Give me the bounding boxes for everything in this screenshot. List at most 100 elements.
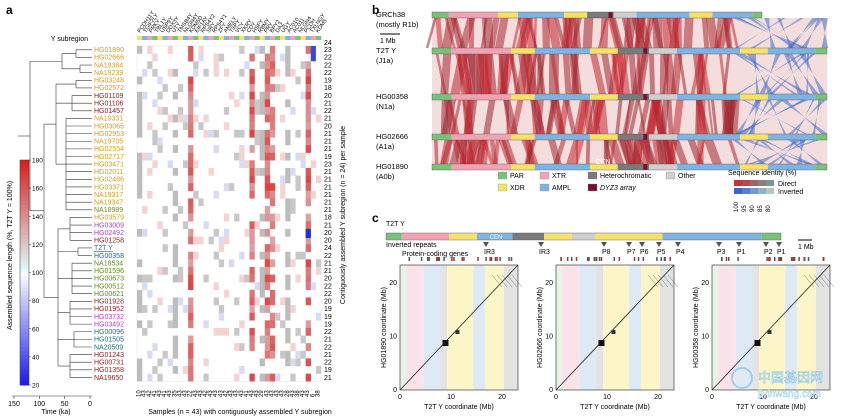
heatmap-cell <box>254 167 260 176</box>
inverted-band <box>746 140 810 164</box>
heatmap-cell-low <box>310 46 316 62</box>
track-segment <box>676 48 741 54</box>
track-segment <box>451 134 511 140</box>
dotplot-block <box>767 330 772 334</box>
colorbar-step <box>20 295 29 300</box>
heatmap-cell <box>305 61 311 70</box>
heatmap-cell <box>264 206 271 214</box>
colorbar-step <box>20 340 29 345</box>
direct-band <box>440 140 453 164</box>
identity-direct-swatch <box>742 180 750 186</box>
colorbar-step <box>20 208 29 213</box>
heatmap-cell <box>280 350 286 359</box>
identity-inverted-swatch <box>766 188 774 194</box>
gene-tick <box>485 257 487 261</box>
dotplot-stripe <box>484 265 504 390</box>
heatmap-cell <box>305 137 311 146</box>
heatmap-cell <box>137 358 143 367</box>
direct-band <box>638 140 658 164</box>
track-segment <box>432 12 449 18</box>
heatmap-cell <box>285 312 291 321</box>
heatmap-cell <box>167 320 173 329</box>
direct-band <box>554 18 567 48</box>
direct-band <box>589 54 606 94</box>
direct-band <box>467 54 483 94</box>
heatmap-cell <box>269 84 276 92</box>
panel-b-letter: b <box>372 3 379 17</box>
c-track-segment <box>662 233 762 240</box>
c-track-segment <box>386 233 402 240</box>
heatmap-cell <box>259 266 265 275</box>
direct-band <box>622 100 635 134</box>
sample-label: HG00673 <box>94 276 124 283</box>
track-segment <box>617 48 650 54</box>
heatmap-cell <box>264 91 271 100</box>
heatmap-cell <box>285 213 291 222</box>
heatmap-cell <box>264 266 271 275</box>
dotplot-x-tick: 20 <box>810 394 818 401</box>
legend-swatch <box>665 171 676 180</box>
direct-band <box>697 140 704 164</box>
row-count: 21 <box>324 146 332 153</box>
dotplot-stripe <box>815 265 830 390</box>
column-count: 43 <box>234 390 240 397</box>
row-count: 21 <box>324 375 332 382</box>
identity-direct-swatch <box>758 180 766 186</box>
heatmap-cell <box>137 190 143 199</box>
direct-band <box>526 18 538 48</box>
subregion-strip-cell <box>285 36 291 40</box>
heatmap-cell <box>188 114 194 123</box>
direct-band <box>440 100 449 134</box>
heatmap-cell <box>290 259 296 268</box>
heatmap-cell <box>193 99 199 108</box>
heatmap-cell <box>285 137 291 146</box>
heatmap-cell <box>213 297 219 306</box>
inverted-band <box>786 54 819 94</box>
panel-c-letter: c <box>372 211 379 225</box>
legend-label: XDR <box>510 185 525 192</box>
direct-band <box>441 18 457 48</box>
track-segment <box>517 12 564 18</box>
gene-tick <box>461 257 463 261</box>
gene-tick <box>463 257 465 261</box>
heatmap-cell <box>249 167 255 176</box>
heatmap-cell <box>305 76 311 85</box>
direct-band <box>705 18 719 48</box>
direct-band <box>562 54 572 94</box>
track-segment <box>767 164 816 170</box>
heatmap-cell <box>290 106 296 115</box>
heatmap-cell <box>269 373 276 382</box>
heatmap-cell <box>269 68 276 77</box>
heatmap-cell <box>259 137 265 146</box>
heatmap-cell <box>254 282 260 291</box>
dotplot-y-label: HG02666 coordinate (Mb) <box>537 287 544 368</box>
sample-label: NA19705 <box>94 139 123 146</box>
heatmap-cell <box>152 137 158 146</box>
colorbar-step <box>20 257 29 262</box>
track-segment <box>617 164 650 170</box>
inverted-band <box>747 140 820 164</box>
heatmap-cell <box>167 183 173 191</box>
heatmap-cell <box>213 68 219 77</box>
gene-tick <box>408 257 410 261</box>
direct-band <box>615 100 623 134</box>
heatmap-cell <box>193 68 199 77</box>
column-count: 43 <box>218 390 224 397</box>
colorbar-tick-label: 140 <box>32 214 43 221</box>
track-segment <box>564 12 588 18</box>
sample-label: HG00731 <box>94 360 124 367</box>
inverted-band <box>783 54 803 94</box>
heatmap-cell <box>269 221 276 230</box>
heatmap-cell <box>234 373 240 382</box>
heatmap-cell <box>269 297 276 306</box>
identity-inverted-swatch <box>734 188 742 194</box>
heatmap-cell <box>188 335 194 344</box>
heatmap-cell <box>285 206 291 214</box>
legend-swatch <box>497 183 508 192</box>
direct-band <box>489 140 498 164</box>
heatmap-cell <box>137 259 143 268</box>
heatmap-cell <box>213 53 219 62</box>
heatmap-cell <box>305 122 311 131</box>
direct-band <box>672 100 684 134</box>
